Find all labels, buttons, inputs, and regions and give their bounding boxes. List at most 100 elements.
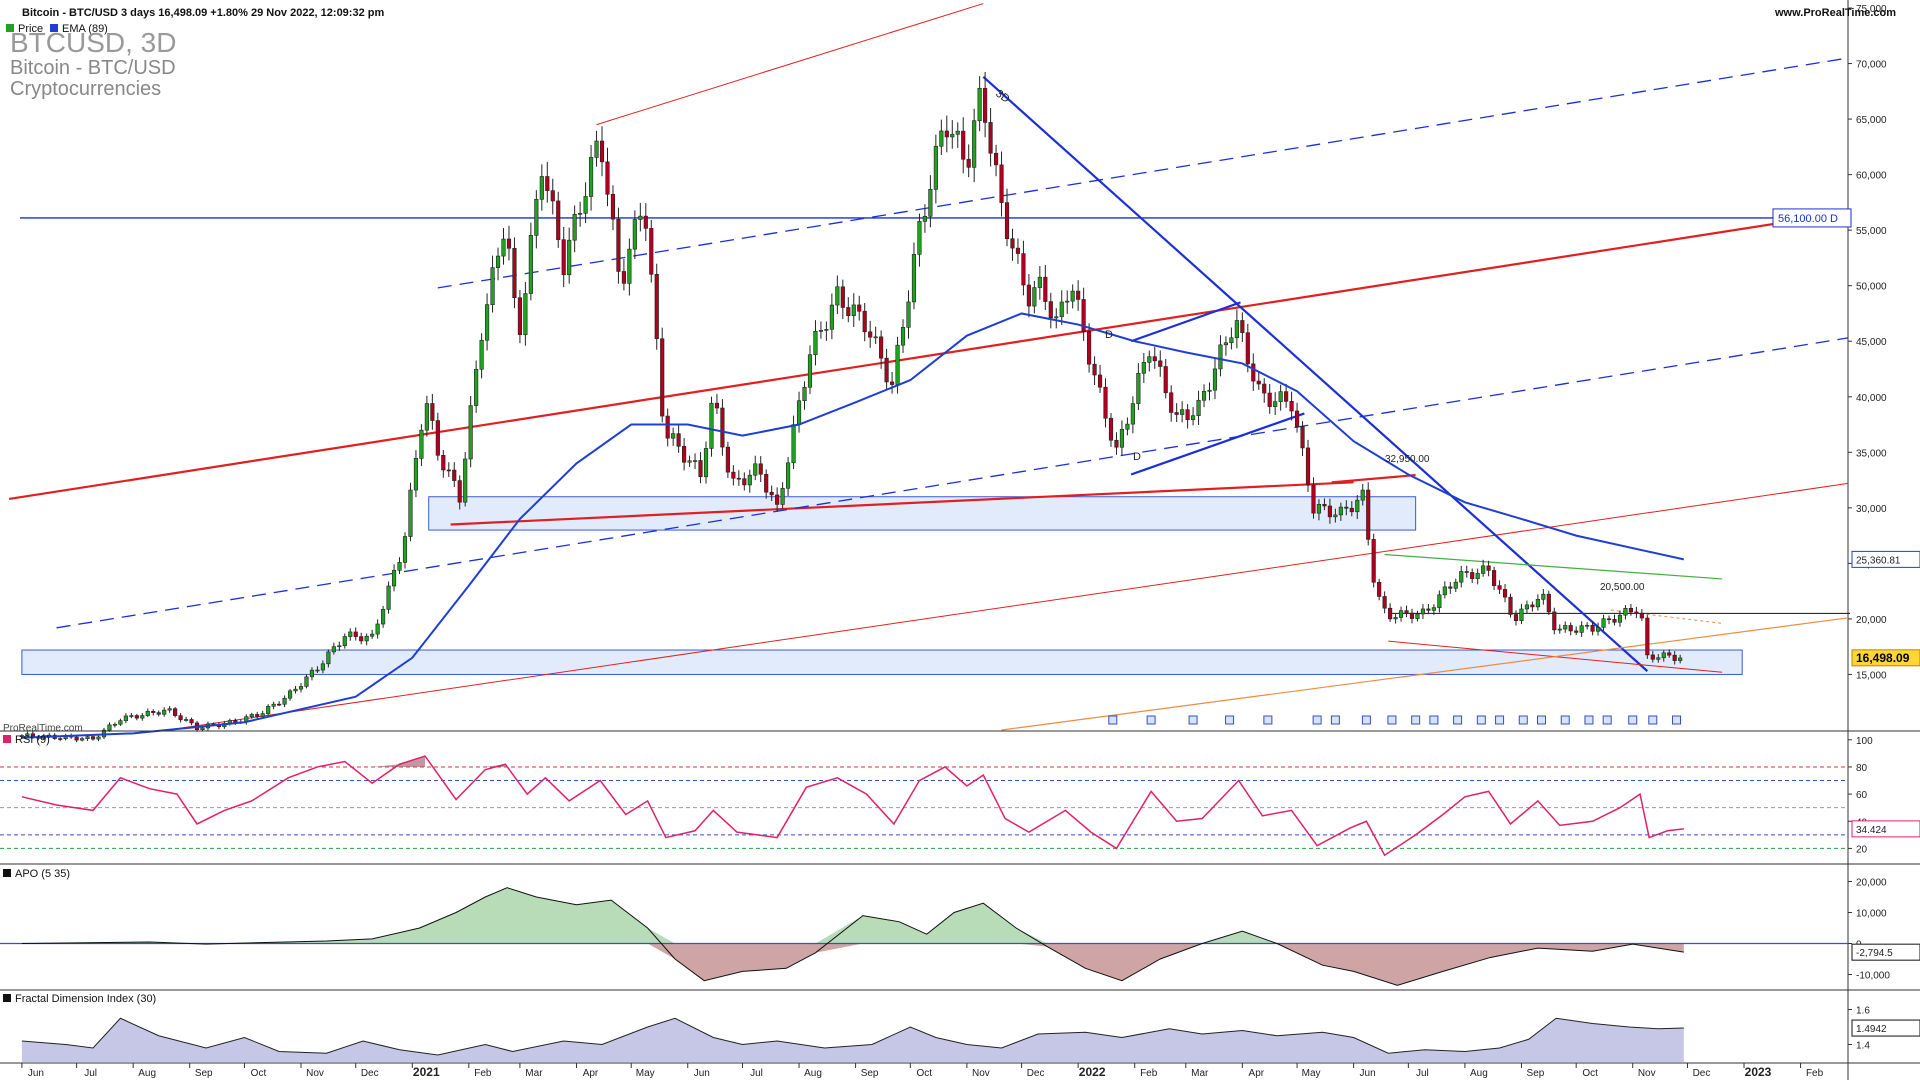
event-icon: [1411, 715, 1421, 725]
candle: [1223, 342, 1228, 346]
candle: [485, 304, 490, 341]
fdi-last-label-box: [1851, 1019, 1920, 1037]
candle: [1574, 630, 1579, 633]
candle: [1103, 386, 1108, 419]
candle: [1010, 238, 1015, 249]
price-y-tick: 15,000: [1856, 670, 1887, 681]
candle: [1059, 301, 1064, 318]
candle: [879, 336, 884, 359]
candle: [1021, 253, 1026, 286]
candle: [381, 609, 386, 625]
x-tick-label: Jul: [750, 1068, 763, 1079]
x-tick-label: Aug: [138, 1068, 156, 1079]
candle: [889, 381, 895, 385]
price-y-tick: 30,000: [1856, 504, 1887, 515]
apo-line: [21, 887, 1684, 986]
candle: [1278, 391, 1283, 402]
candle: [572, 213, 577, 241]
x-tick-label: Jul: [1416, 1068, 1429, 1079]
candle: [1667, 652, 1672, 656]
candle: [725, 446, 730, 473]
candle: [534, 199, 539, 236]
candle: [419, 429, 424, 459]
candle: [649, 228, 654, 275]
candle: [178, 715, 183, 721]
x-tick-label: Oct: [917, 1068, 933, 1079]
x-tick-label: Sep: [861, 1068, 879, 1079]
candle: [145, 710, 150, 716]
candle: [671, 433, 676, 439]
candle: [599, 140, 605, 163]
header-site[interactable]: www.ProRealTime.com: [1774, 7, 1896, 19]
candle: [364, 635, 369, 642]
candle: [1371, 539, 1376, 583]
candle: [408, 489, 413, 537]
candle: [112, 723, 118, 726]
candle: [1393, 617, 1398, 620]
x-tick-label: Dec: [1693, 1068, 1711, 1079]
candle: [627, 248, 632, 284]
candle: [1492, 570, 1497, 586]
candle: [753, 463, 758, 476]
event-icon: [1263, 715, 1273, 725]
candle: [1426, 608, 1431, 611]
candle: [769, 491, 774, 496]
candle: [337, 645, 342, 648]
x-tick-label: Feb: [1806, 1068, 1824, 1079]
candle: [1612, 619, 1617, 623]
x-tick-label: Feb: [474, 1068, 492, 1079]
trendline-9: [1130, 412, 1305, 476]
candle: [731, 471, 736, 479]
event-icon: [1312, 715, 1322, 725]
candle: [605, 161, 610, 195]
candle: [906, 301, 911, 328]
candle: [1431, 607, 1436, 611]
candle: [1377, 581, 1382, 597]
candle: [1070, 290, 1075, 302]
candle: [424, 403, 429, 431]
candle: [966, 158, 971, 168]
apo-last-label-box: [1851, 943, 1920, 961]
candle: [972, 120, 977, 168]
candle: [189, 719, 194, 724]
legend-price-swatch: [6, 24, 14, 32]
last-price-label: 16,498.09: [1856, 651, 1910, 665]
trendline-2: [450, 481, 1354, 526]
candle: [90, 736, 96, 740]
candle: [736, 477, 741, 480]
candle: [1661, 652, 1666, 659]
price-plot-area: [0, 0, 1848, 730]
price-y-tick: 65,000: [1856, 115, 1887, 126]
last-price-label-box: [1851, 649, 1920, 667]
candle: [1158, 360, 1163, 367]
candle: [999, 164, 1004, 203]
x-tick-label: 2021: [413, 1065, 440, 1079]
candle: [156, 712, 161, 715]
annotation-d-bottom: D: [1133, 451, 1141, 463]
price-y-tick: 60,000: [1856, 171, 1887, 182]
x-tick-label: Aug: [1470, 1068, 1488, 1079]
candle: [545, 176, 550, 191]
candle: [1420, 608, 1426, 615]
candle: [1470, 572, 1475, 579]
candle: [413, 458, 419, 491]
candle: [1207, 389, 1212, 392]
candle: [944, 130, 949, 138]
candle: [928, 189, 933, 217]
candle: [1015, 247, 1021, 254]
candle: [1563, 625, 1568, 630]
candle: [446, 469, 451, 472]
candle: [1191, 415, 1196, 420]
candle: [1617, 614, 1623, 623]
candle: [1546, 593, 1551, 613]
trendline-6: [437, 57, 1849, 289]
event-icon: [1330, 715, 1340, 725]
legend-price-label: Price: [18, 23, 43, 35]
candle: [58, 738, 63, 740]
rsi-overbought-fill-0: [372, 756, 426, 767]
candle: [660, 338, 665, 417]
x-tick-label: Mar: [1191, 1068, 1209, 1079]
rsi-y-tick: 20: [1856, 844, 1868, 855]
candle: [1125, 423, 1130, 430]
